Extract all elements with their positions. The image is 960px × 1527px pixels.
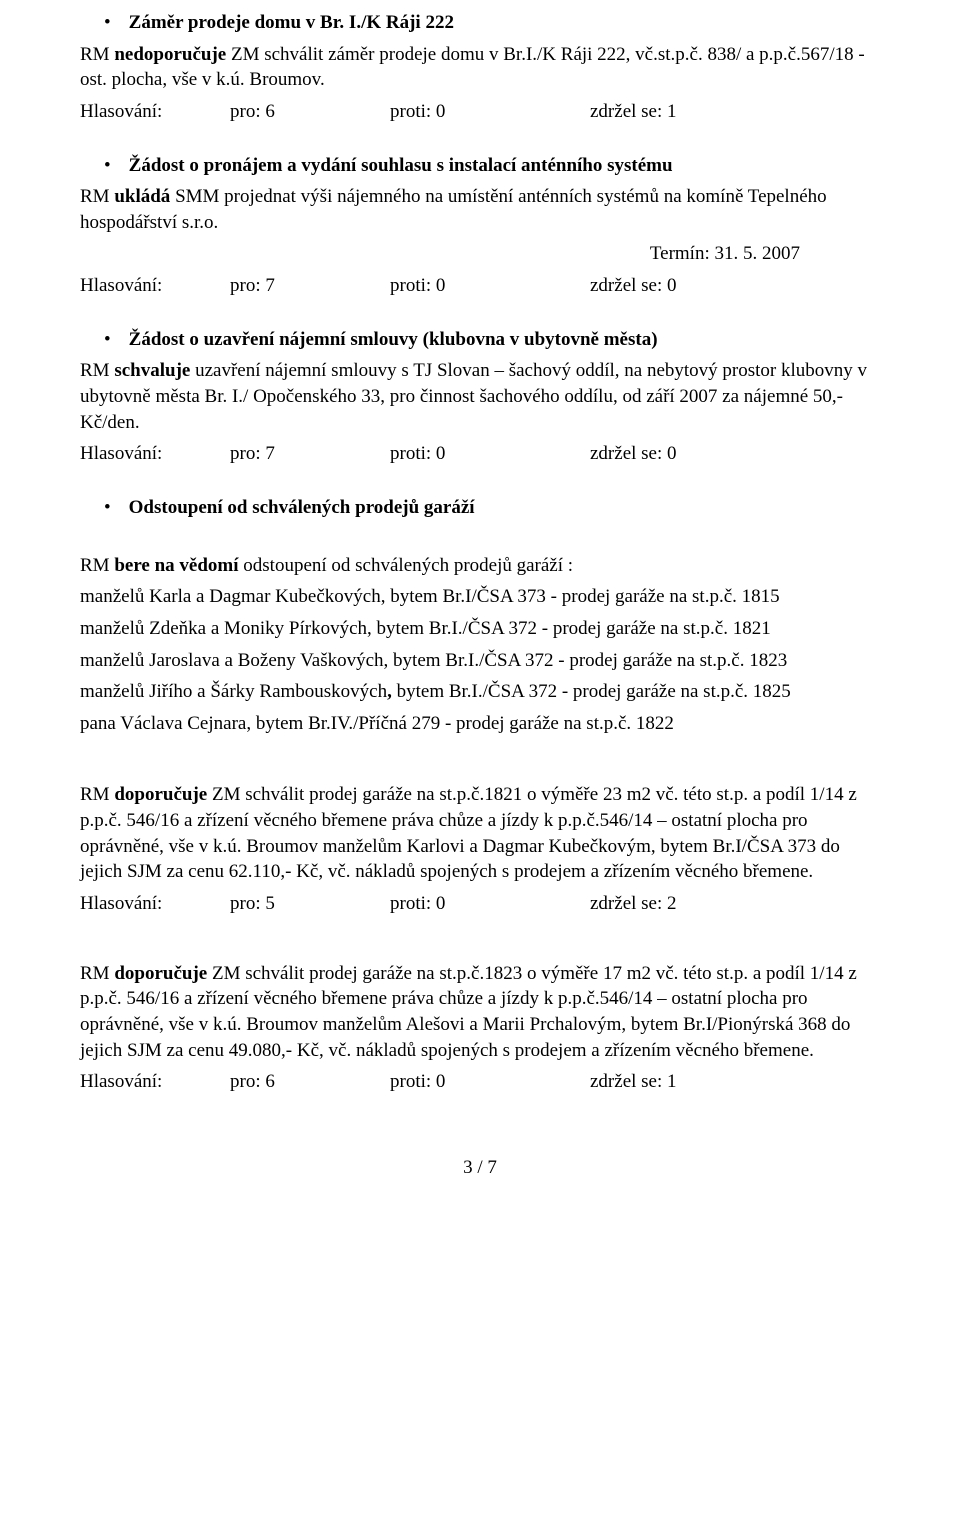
text-bold: doporučuje — [114, 963, 207, 984]
text: odstoupení od schválených prodejů garáží… — [239, 555, 574, 576]
voting-label: Hlasování: — [80, 1069, 230, 1095]
voting-proti: proti: 0 — [390, 273, 590, 299]
voting-label: Hlasování: — [80, 441, 230, 467]
paragraph: RM doporučuje ZM schválit prodej garáže … — [80, 961, 880, 1064]
text: RM — [80, 186, 114, 207]
voting-proti: proti: 0 — [390, 891, 590, 917]
voting-label: Hlasování: — [80, 273, 230, 299]
voting-zdrzel: zdržel se: 0 — [590, 273, 677, 299]
bullet-item: • Záměr prodeje domu v Br. I./K Ráji 222 — [104, 10, 880, 36]
text-bold: ukládá — [114, 186, 170, 207]
text: RM — [80, 360, 114, 381]
voting-proti: proti: 0 — [390, 1069, 590, 1095]
voting-label: Hlasování: — [80, 99, 230, 125]
paragraph: RM ukládá SMM projednat výši nájemného n… — [80, 184, 880, 235]
voting-zdrzel: zdržel se: 2 — [590, 891, 677, 917]
bullet-item: • Žádost o uzavření nájemní smlouvy (klu… — [104, 327, 880, 353]
voting-pro: pro: 6 — [230, 1069, 390, 1095]
list-line: manželů Jiřího a Šárky Rambouskových, by… — [80, 679, 880, 705]
bullet-dot: • — [104, 495, 111, 521]
deadline-line: Termín: 31. 5. 2007 — [80, 241, 800, 267]
text-bold: doporučuje — [114, 784, 207, 805]
text-bold: , — [387, 681, 397, 702]
bullet-item: • Odstoupení od schválených prodejů gará… — [104, 495, 880, 521]
text-bold: schvaluje — [114, 360, 190, 381]
voting-row: Hlasování: pro: 7 proti: 0 zdržel se: 0 — [80, 441, 880, 467]
list-line: manželů Karla a Dagmar Kubečkových, byte… — [80, 584, 880, 610]
voting-zdrzel: zdržel se: 1 — [590, 1069, 677, 1095]
voting-pro: pro: 7 — [230, 273, 390, 299]
text: manželů Jiřího a Šárky Rambouskových — [80, 681, 387, 702]
voting-pro: pro: 5 — [230, 891, 390, 917]
paragraph: RM schvaluje uzavření nájemní smlouvy s … — [80, 358, 880, 435]
bullet-dot: • — [104, 153, 111, 179]
voting-pro: pro: 6 — [230, 99, 390, 125]
voting-row: Hlasování: pro: 7 proti: 0 zdržel se: 0 — [80, 273, 880, 299]
bullet-title: Záměr prodeje domu v Br. I./K Ráji 222 — [129, 10, 454, 36]
paragraph: RM doporučuje ZM schválit prodej garáže … — [80, 782, 880, 885]
text: RM — [80, 963, 114, 984]
bullet-item: • Žádost o pronájem a vydání souhlasu s … — [104, 153, 880, 179]
text: RM — [80, 784, 114, 805]
bullet-dot: • — [104, 10, 111, 36]
paragraph: RM nedoporučuje ZM schválit záměr prodej… — [80, 42, 880, 93]
voting-zdrzel: zdržel se: 0 — [590, 441, 677, 467]
voting-row: Hlasování: pro: 6 proti: 0 zdržel se: 1 — [80, 1069, 880, 1095]
voting-proti: proti: 0 — [390, 441, 590, 467]
bullet-title: Žádost o pronájem a vydání souhlasu s in… — [129, 153, 673, 179]
list-line: pana Václava Cejnara, bytem Br.IV./Příčn… — [80, 711, 880, 737]
document-page: • Záměr prodeje domu v Br. I./K Ráji 222… — [0, 0, 960, 1527]
bullet-dot: • — [104, 327, 111, 353]
voting-label: Hlasování: — [80, 891, 230, 917]
bullet-title: Žádost o uzavření nájemní smlouvy (klubo… — [129, 327, 658, 353]
text-bold: bere na vědomí — [114, 555, 238, 576]
text: RM — [80, 555, 114, 576]
text: uzavření nájemní smlouvy s TJ Slovan – š… — [80, 360, 867, 432]
text: SMM projednat výši nájemného na umístění… — [80, 186, 827, 233]
text: RM — [80, 44, 114, 65]
voting-row: Hlasování: pro: 5 proti: 0 zdržel se: 2 — [80, 891, 880, 917]
voting-pro: pro: 7 — [230, 441, 390, 467]
voting-row: Hlasování: pro: 6 proti: 0 zdržel se: 1 — [80, 99, 880, 125]
voting-zdrzel: zdržel se: 1 — [590, 99, 677, 125]
text: bytem Br.I./ČSA 372 - prodej garáže na s… — [397, 681, 791, 702]
list-line: manželů Jaroslava a Boženy Vaškových, by… — [80, 648, 880, 674]
page-footer: 3 / 7 — [80, 1155, 880, 1181]
list-line: manželů Zdeňka a Moniky Pírkových, bytem… — [80, 616, 880, 642]
bullet-title: Odstoupení od schválených prodejů garáží — [129, 495, 475, 521]
voting-proti: proti: 0 — [390, 99, 590, 125]
paragraph: RM bere na vědomí odstoupení od schválen… — [80, 553, 880, 579]
text-bold: nedoporučuje — [114, 44, 226, 65]
